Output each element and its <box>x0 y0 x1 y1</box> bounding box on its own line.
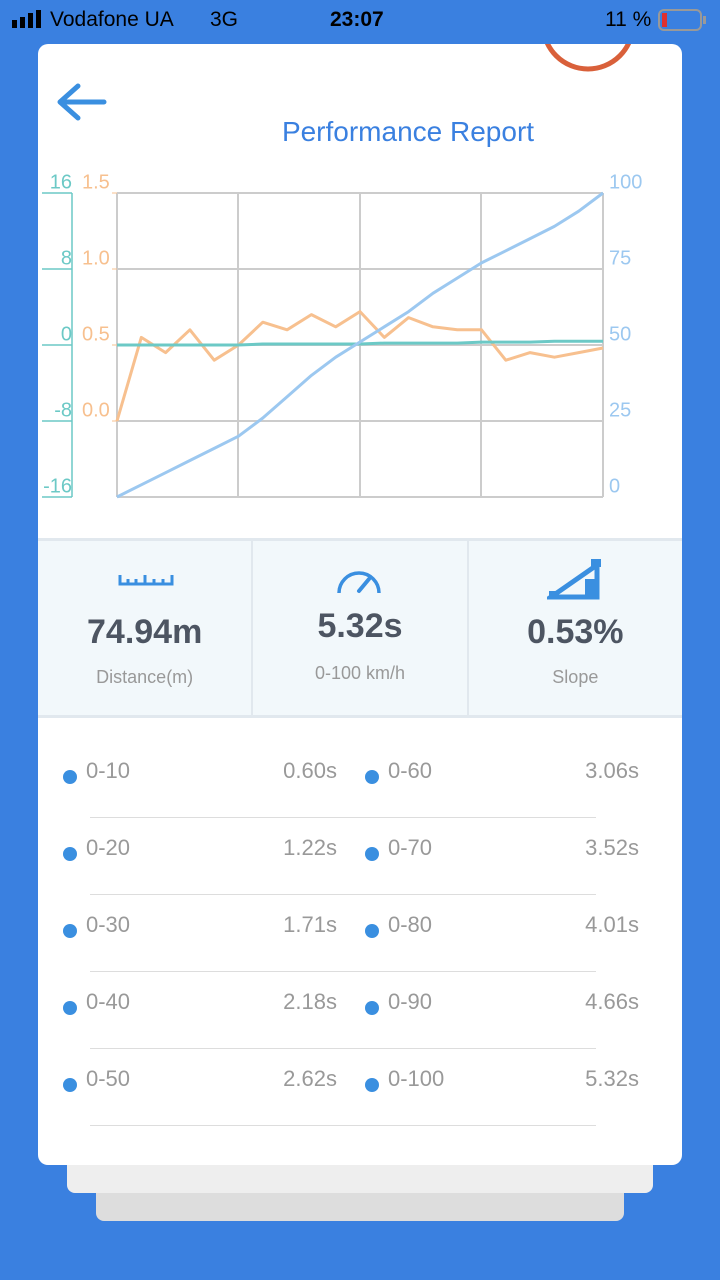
stats-panel: 74.94m Distance(m) 5.32s 0-100 km/h 0.53… <box>38 538 682 718</box>
network: 3G <box>210 8 239 31</box>
split-time: 4.01s <box>585 912 639 937</box>
stat-value: 74.94m <box>87 613 203 651</box>
split-time: 1.22s <box>283 835 337 860</box>
ruler-icon <box>118 575 174 586</box>
split-range: 0-20 <box>86 835 131 860</box>
y2-tick-label: 0 <box>609 475 620 497</box>
split-range: 0-40 <box>86 989 131 1014</box>
stat-time: 5.32s 0-100 km/h <box>253 541 469 715</box>
status-bar: Vodafone UA 3G 23:07 11 % <box>0 0 720 40</box>
y2-tick-label: 75 <box>609 247 631 269</box>
divider <box>90 971 596 972</box>
split-time: 5.32s <box>585 1066 639 1091</box>
split-range: 0-10 <box>86 758 131 783</box>
y-tick-label: 1.0 <box>82 247 110 269</box>
series-line <box>116 191 604 499</box>
divider <box>90 1048 596 1049</box>
y-tick-label: 0.5 <box>82 323 110 345</box>
split-range: 0-50 <box>86 1066 131 1091</box>
y3-tick-label: -8 <box>54 399 72 421</box>
time: 23:07 <box>330 8 384 31</box>
series-line <box>117 339 603 347</box>
stamp <box>544 44 632 72</box>
card-shadow <box>96 1193 624 1221</box>
split-time: 1.71s <box>283 912 337 937</box>
stat-label: 0-100 km/h <box>314 663 406 683</box>
battery-icon <box>658 9 706 31</box>
report-card: Performance Report 0 25 50 75 100 0.0 0.5 1.0 1.… <box>38 44 682 1165</box>
y2-tick-label: 50 <box>609 323 631 345</box>
y3-tick-label: 0 <box>61 323 72 345</box>
card-shadow <box>67 1165 653 1193</box>
carrier: Vodafone UA <box>50 8 174 31</box>
y2-tick-label: 100 <box>609 171 642 193</box>
battery-text: 11 % <box>605 8 652 31</box>
split-time: 0.60s <box>283 758 337 783</box>
split-dot <box>365 1078 379 1092</box>
y-tick-label: 1.5 <box>82 171 110 193</box>
split-range: 0-80 <box>388 912 433 937</box>
split-time: 3.52s <box>585 835 639 860</box>
y3-tick-label: -16 <box>43 475 72 497</box>
split-range: 0-30 <box>86 912 131 937</box>
divider <box>90 817 596 818</box>
y3-tick-label: 8 <box>61 247 72 269</box>
divider <box>90 894 596 895</box>
series-line <box>115 310 604 422</box>
split-dot <box>365 847 379 861</box>
page-title: Performance Report <box>281 116 535 147</box>
gauge-icon <box>337 571 382 594</box>
split-time: 2.62s <box>283 1066 337 1091</box>
stat-label: Distance(m) <box>96 667 194 687</box>
back-button[interactable] <box>56 82 108 122</box>
chart: 0 25 50 75 100 0.0 0.5 1.0 1.5 -16 -8 0 8 16 <box>42 171 642 499</box>
split-dot <box>63 1001 77 1015</box>
split-dot <box>63 1078 77 1092</box>
split-dot <box>63 924 77 938</box>
split-list: 0-10 0.60s 0-60 3.06s 0-20 1.22s 0-70 3.52s 0-30… <box>38 44 682 1165</box>
divider <box>90 1125 596 1126</box>
y-tick-label: 0.0 <box>82 399 110 421</box>
split-time: 2.18s <box>283 989 337 1014</box>
stat-distance: 74.94m Distance(m) <box>38 541 254 715</box>
split-time: 4.66s <box>585 989 639 1014</box>
split-time: 3.06s <box>585 758 639 783</box>
split-dot <box>63 770 77 784</box>
split-dot <box>365 924 379 938</box>
stat-value: 5.32s <box>317 607 403 645</box>
split-range: 0-90 <box>388 989 433 1014</box>
split-range: 0-60 <box>388 758 433 783</box>
stat-label: Slope <box>552 667 599 687</box>
y3-tick-label: 16 <box>50 171 72 193</box>
split-range: 0-100 <box>388 1066 445 1091</box>
split-dot <box>365 1001 379 1015</box>
y2-tick-label: 25 <box>609 399 631 421</box>
slope-icon <box>546 559 601 600</box>
split-dot <box>365 770 379 784</box>
stat-slope: 0.53% Slope <box>469 541 682 715</box>
stat-value: 0.53% <box>527 613 624 651</box>
split-range: 0-70 <box>388 835 433 860</box>
signal-icon <box>12 10 41 28</box>
split-dot <box>63 847 77 861</box>
